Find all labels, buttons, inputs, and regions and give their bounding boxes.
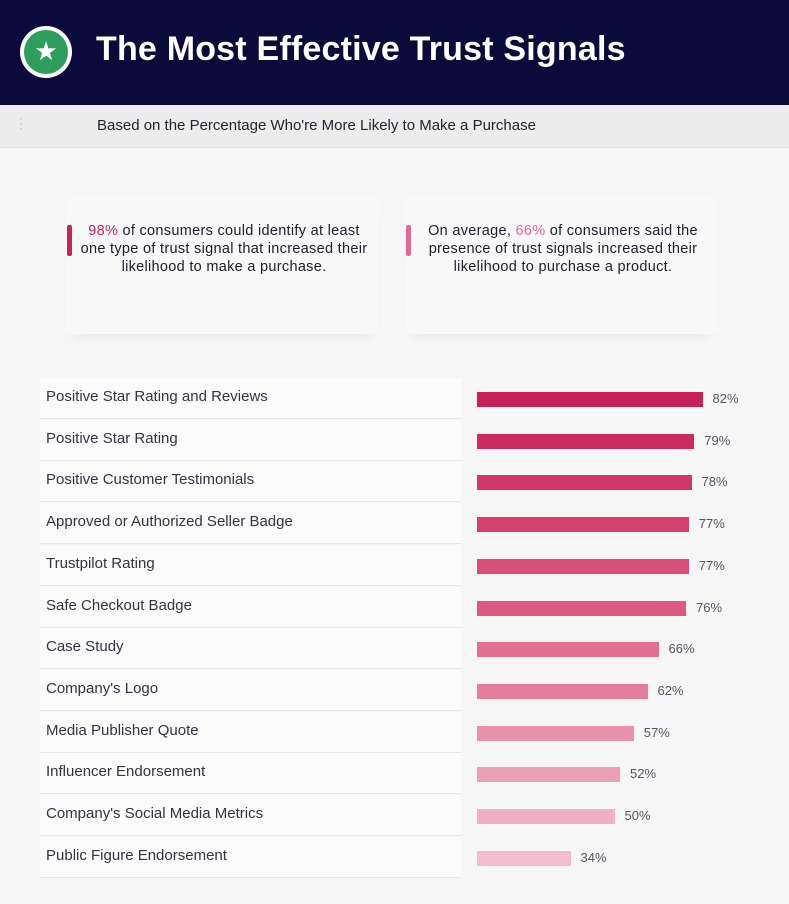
bar-row-label-box: Trustpilot Rating xyxy=(40,544,461,586)
bar-value-label: 76% xyxy=(696,599,723,615)
bar-row-label-box: Positive Star Rating and Reviews xyxy=(40,378,461,419)
bar-value-label: 79% xyxy=(704,432,731,448)
drag-handle-icon: ⋮ xyxy=(14,115,28,131)
bar xyxy=(477,600,686,616)
bar xyxy=(477,642,659,658)
bar-value-label: 57% xyxy=(643,724,670,740)
bar xyxy=(477,392,703,407)
bar-row-label-box: Company's Social Media Metrics xyxy=(40,795,461,836)
bar xyxy=(477,558,689,574)
bar-value-label: 77% xyxy=(698,516,725,532)
header-banner: ★ The Most Effective Trust Signals xyxy=(0,0,789,105)
star-icon: ★ xyxy=(24,30,68,74)
bar-value-label: 78% xyxy=(701,474,728,490)
bar-value-label: 62% xyxy=(657,682,684,698)
main-content: 98% of consumers could identify at least… xyxy=(0,148,789,904)
bar-category-label: Influencer Endorsement xyxy=(46,763,206,781)
bar xyxy=(477,433,695,449)
bar-row-label-box: Positive Star Rating xyxy=(40,419,461,461)
stat-card-right: On average, 66% of consumers said the pr… xyxy=(405,198,717,334)
bar xyxy=(477,809,615,824)
bar-category-label: Positive Customer Testimonials xyxy=(46,471,255,489)
stat-text: 98% of consumers could identify at least… xyxy=(78,222,370,276)
bar-row-label-box: Company's Logo xyxy=(40,669,461,711)
bar-value-label: 66% xyxy=(668,641,695,657)
bar-value-label: 82% xyxy=(712,391,739,406)
bar-category-label: Media Publisher Quote xyxy=(46,721,199,739)
stat-highlight: 66% xyxy=(515,223,546,239)
bar-category-label: Case Study xyxy=(46,638,124,656)
bar-category-label: Positive Star Rating xyxy=(46,429,178,447)
stat-body: of consumers said the presence of trust … xyxy=(428,223,698,275)
bar-row-label-box: Positive Customer Testimonials xyxy=(40,461,461,503)
bar xyxy=(477,725,634,741)
stat-highlight: 98% xyxy=(88,223,119,239)
subtitle: Based on the Percentage Who're More Like… xyxy=(97,117,536,134)
bar xyxy=(477,850,571,866)
bar-category-label: Company's Logo xyxy=(46,679,159,697)
bar xyxy=(477,683,648,699)
stat-card-left: 98% of consumers could identify at least… xyxy=(66,198,378,334)
accent-bar xyxy=(406,225,411,256)
bar-value-label: 52% xyxy=(630,766,657,782)
bar xyxy=(477,475,692,491)
bar-value-label: 50% xyxy=(624,808,651,823)
bar-category-label: Safe Checkout Badge xyxy=(46,596,192,614)
bar-category-label: Company's Social Media Metrics xyxy=(46,805,264,822)
bar-category-label: Trustpilot Rating xyxy=(46,554,155,572)
bar-row-label-box: Safe Checkout Badge xyxy=(40,586,461,628)
bar-row-label-box: Case Study xyxy=(40,628,461,670)
bar-category-label: Approved or Authorized Seller Badge xyxy=(46,513,293,531)
bar-value-label: 77% xyxy=(698,557,725,573)
bar xyxy=(477,517,689,533)
bar-category-label: Public Figure Endorsement xyxy=(46,846,227,864)
stat-prefix: On average, xyxy=(428,223,516,239)
bar-row-label-box: Approved or Authorized Seller Badge xyxy=(40,503,461,545)
bar-row-label-box: Public Figure Endorsement xyxy=(40,836,461,878)
subtitle-bar: ⋮ Based on the Percentage Who're More Li… xyxy=(0,105,789,148)
bar-row-label-box: Media Publisher Quote xyxy=(40,711,461,753)
page-title: The Most Effective Trust Signals xyxy=(96,30,626,68)
accent-bar xyxy=(67,225,72,256)
stat-body: of consumers could identify at least one… xyxy=(80,223,368,275)
bar xyxy=(477,767,620,783)
bar-value-label: 34% xyxy=(580,849,607,865)
bar-row-label-box: Influencer Endorsement xyxy=(40,753,461,795)
star-badge: ★ xyxy=(20,26,72,78)
bar-category-label: Positive Star Rating and Reviews xyxy=(46,388,268,405)
stat-text: On average, 66% of consumers said the pr… xyxy=(417,222,709,276)
